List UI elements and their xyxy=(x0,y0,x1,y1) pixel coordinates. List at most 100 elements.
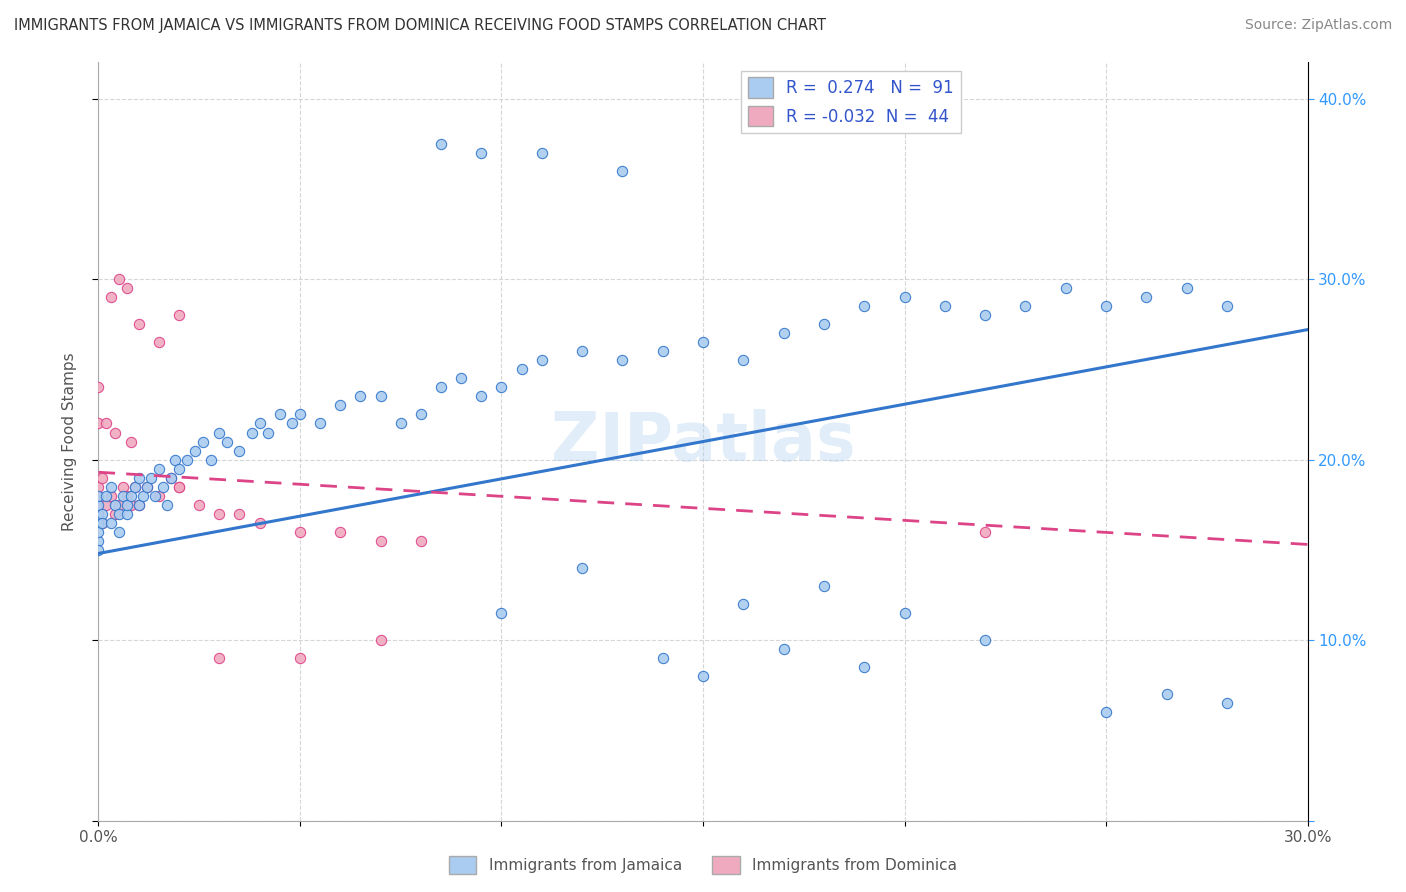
Point xyxy=(1216,299,1239,313)
Point xyxy=(409,533,432,548)
Point xyxy=(163,452,186,467)
Point xyxy=(188,498,211,512)
Point xyxy=(370,389,392,403)
Point xyxy=(288,524,311,539)
Point xyxy=(288,651,311,665)
Point xyxy=(389,417,412,431)
Point xyxy=(974,633,997,648)
Point xyxy=(135,480,157,494)
Y-axis label: Receiving Food Stamps: Receiving Food Stamps xyxy=(62,352,77,531)
Point xyxy=(128,470,150,484)
Legend: R =  0.274   N =  91, R = -0.032  N =  44: R = 0.274 N = 91, R = -0.032 N = 44 xyxy=(741,70,960,133)
Point xyxy=(103,507,125,521)
Point xyxy=(184,443,207,458)
Point xyxy=(470,145,492,160)
Point xyxy=(1054,281,1077,295)
Point xyxy=(128,498,150,512)
Point xyxy=(470,389,492,403)
Point xyxy=(100,489,122,503)
Point xyxy=(309,417,332,431)
Point xyxy=(107,507,129,521)
Point xyxy=(1014,299,1036,313)
Point xyxy=(370,633,392,648)
Point xyxy=(612,163,634,178)
Point xyxy=(813,317,835,331)
Point xyxy=(87,480,110,494)
Point xyxy=(1175,281,1198,295)
Point xyxy=(124,480,146,494)
Point xyxy=(115,507,138,521)
Point xyxy=(288,408,311,422)
Point xyxy=(115,281,138,295)
Point xyxy=(107,498,129,512)
Point xyxy=(120,489,142,503)
Point xyxy=(87,417,110,431)
Point xyxy=(124,480,146,494)
Point xyxy=(974,308,997,322)
Text: IMMIGRANTS FROM JAMAICA VS IMMIGRANTS FROM DOMINICA RECEIVING FOOD STAMPS CORREL: IMMIGRANTS FROM JAMAICA VS IMMIGRANTS FR… xyxy=(14,18,827,33)
Point xyxy=(135,480,157,494)
Point xyxy=(115,489,138,503)
Point xyxy=(91,516,114,530)
Point xyxy=(571,344,593,359)
Point xyxy=(160,470,183,484)
Point xyxy=(128,317,150,331)
Point xyxy=(91,470,114,484)
Point xyxy=(120,498,142,512)
Point xyxy=(100,480,122,494)
Point xyxy=(115,498,138,512)
Point xyxy=(143,489,166,503)
Point xyxy=(87,489,110,503)
Point xyxy=(87,507,110,521)
Point xyxy=(120,434,142,449)
Point xyxy=(87,380,110,394)
Point xyxy=(111,489,134,503)
Point xyxy=(651,344,673,359)
Point xyxy=(281,417,304,431)
Point xyxy=(152,480,174,494)
Point xyxy=(430,380,453,394)
Point xyxy=(148,489,170,503)
Point xyxy=(87,542,110,557)
Point xyxy=(772,642,794,657)
Point xyxy=(87,498,110,512)
Point xyxy=(200,452,222,467)
Point xyxy=(208,507,231,521)
Point xyxy=(87,489,110,503)
Point xyxy=(156,498,179,512)
Point xyxy=(176,452,198,467)
Text: Source: ZipAtlas.com: Source: ZipAtlas.com xyxy=(1244,18,1392,32)
Point xyxy=(974,524,997,539)
Point xyxy=(491,606,513,620)
Point xyxy=(87,524,110,539)
Point xyxy=(87,507,110,521)
Point xyxy=(148,335,170,350)
Point xyxy=(329,399,352,413)
Point xyxy=(612,353,634,368)
Point xyxy=(100,290,122,304)
Point xyxy=(530,145,553,160)
Point xyxy=(256,425,278,440)
Point xyxy=(733,597,755,611)
Point xyxy=(349,389,371,403)
Point xyxy=(853,299,876,313)
Point xyxy=(100,516,122,530)
Point xyxy=(107,272,129,286)
Point xyxy=(148,461,170,475)
Text: ZIPatlas: ZIPatlas xyxy=(551,409,855,475)
Point xyxy=(530,353,553,368)
Point xyxy=(1095,706,1118,720)
Point xyxy=(87,533,110,548)
Point xyxy=(1095,299,1118,313)
Point xyxy=(103,425,125,440)
Point xyxy=(249,417,271,431)
Point xyxy=(167,480,190,494)
Point xyxy=(651,651,673,665)
Point xyxy=(228,507,250,521)
Point xyxy=(1135,290,1157,304)
Point xyxy=(91,516,114,530)
Point xyxy=(128,498,150,512)
Point xyxy=(240,425,263,440)
Point xyxy=(409,408,432,422)
Point xyxy=(96,489,118,503)
